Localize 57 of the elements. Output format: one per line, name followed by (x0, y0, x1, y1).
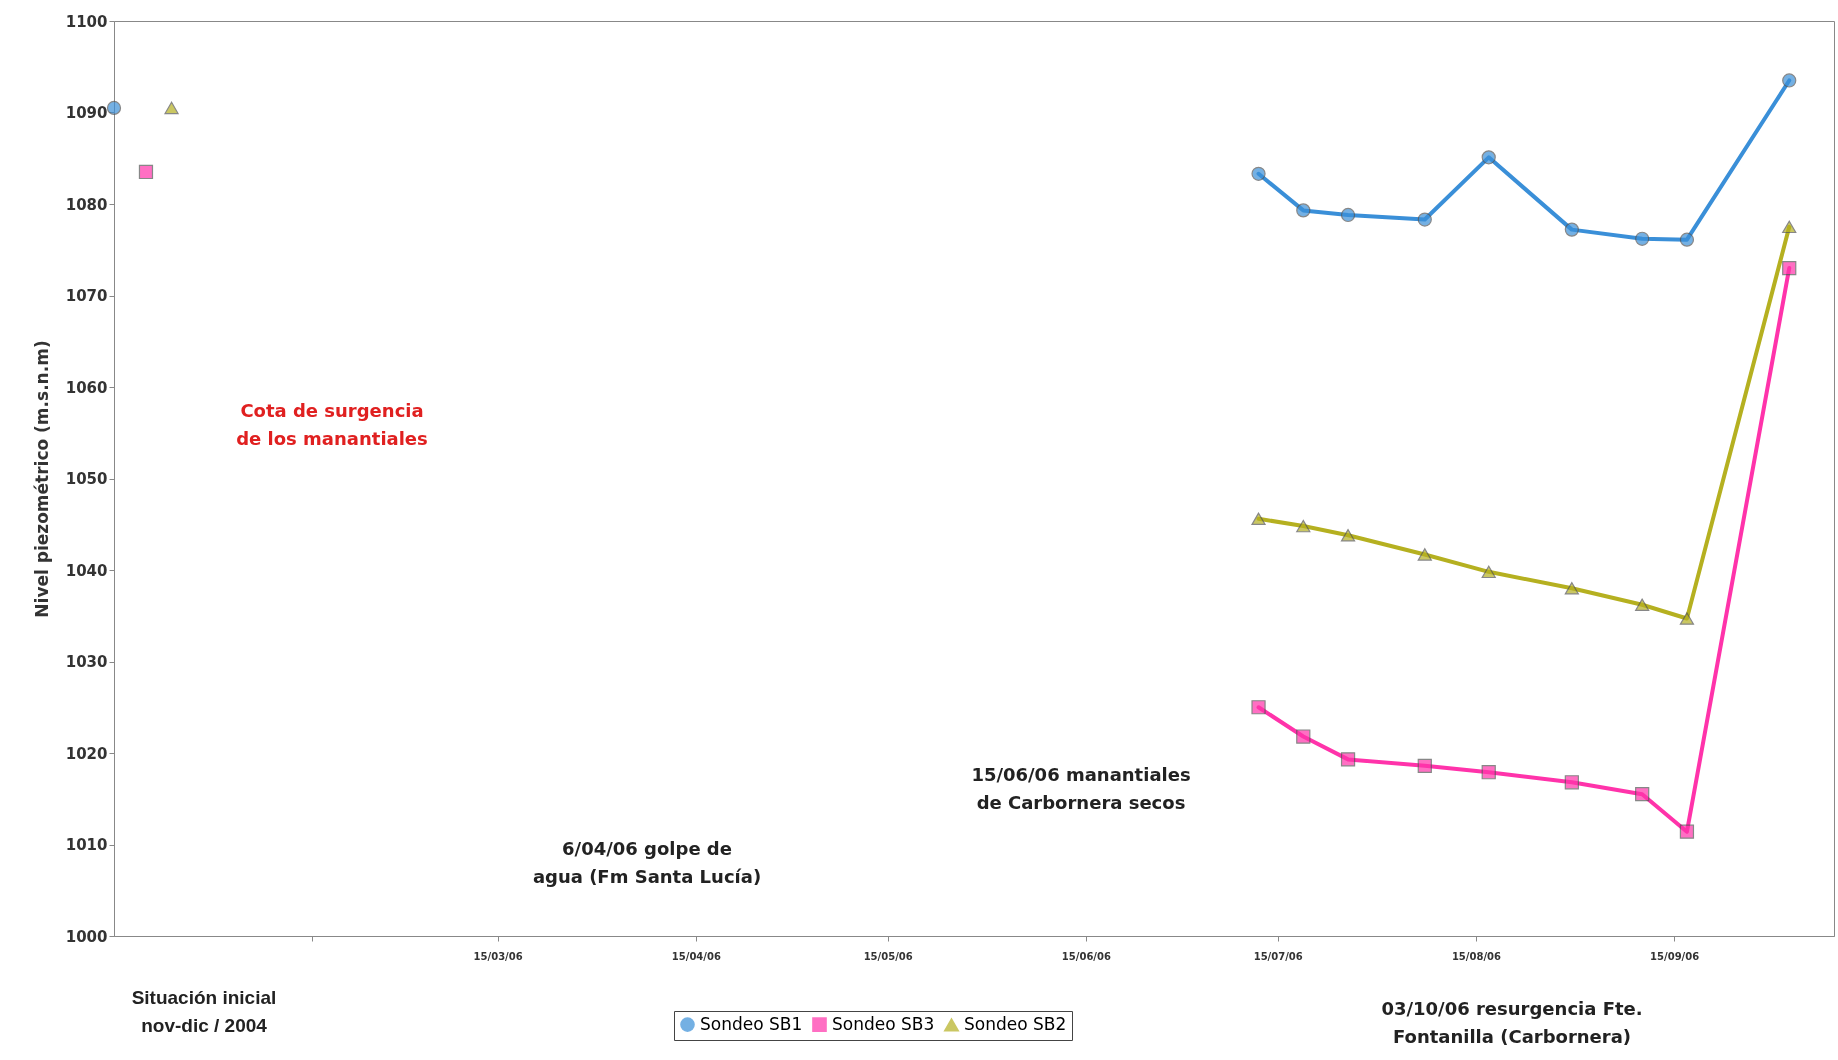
annotation: Cota de surgencia de los manantiales (236, 400, 428, 449)
point (1481, 765, 1496, 780)
y-tick-label: 1070 (65, 287, 108, 305)
point (1340, 752, 1356, 767)
point (1679, 824, 1695, 839)
x-tick-label: 15/09/06 (1650, 950, 1700, 962)
point (1481, 565, 1496, 579)
point (1417, 212, 1432, 227)
annotation: 15/06/06 manantiales de Carbornera secos (971, 764, 1191, 813)
y-tick-label: 1010 (65, 836, 108, 854)
point (1782, 73, 1797, 88)
point (1679, 232, 1695, 247)
point (1296, 203, 1311, 218)
text: 03/10/06 resurgencia Fte. Fontanilla (Carbornera) (1381, 998, 1643, 1047)
point (1340, 207, 1356, 223)
x-tick-label: 15/06/06 (1061, 950, 1111, 962)
point (1635, 787, 1650, 802)
point (1564, 775, 1579, 790)
x-tick-label: 15/08/06 (1451, 950, 1501, 962)
point (1296, 729, 1311, 744)
legend-label: Sondeo SB2 (964, 1014, 1067, 1035)
x-tick-label: 15/05/06 (863, 950, 913, 962)
legend-label: Sondeo SB3 (832, 1013, 935, 1034)
point (164, 101, 179, 115)
x-tick-label: 15/04/06 (671, 950, 721, 962)
point (1782, 220, 1797, 234)
point (1417, 758, 1432, 773)
point (138, 164, 154, 180)
point (1635, 231, 1650, 246)
y-tick-label: 1020 (65, 744, 108, 763)
point (1635, 598, 1650, 612)
point (1564, 222, 1579, 237)
point (1782, 260, 1797, 276)
point (1296, 519, 1311, 533)
y-tick-label: 1100 (65, 12, 108, 31)
point (1679, 612, 1695, 625)
y-tick-label: 1080 (65, 195, 108, 214)
point (106, 100, 122, 116)
text: Situación inicial nov-dic / 2004 (131, 987, 277, 1036)
x-tick-label: 15/07/06 (1253, 950, 1303, 962)
point (1251, 700, 1266, 715)
point (1564, 582, 1579, 595)
y-tick-label: 1000 (65, 927, 108, 946)
y-tick-label: 1060 (65, 378, 108, 397)
point (1251, 512, 1266, 526)
legend-label: Sondeo SB1 (700, 1013, 803, 1034)
annotation: 6/04/06 golpe de agua (Fm Santa Lucía) (532, 838, 762, 887)
point (1251, 166, 1266, 181)
y-tick-label: 1050 (65, 470, 108, 488)
x-tick-label: 15/03/06 (473, 950, 523, 962)
point (1417, 548, 1432, 561)
y-tick-label: 1090 (65, 104, 108, 122)
point (1481, 150, 1496, 165)
y-tick-label: 1030 (65, 653, 108, 671)
y-tick-label: 1040 (65, 561, 108, 580)
point (1340, 528, 1356, 542)
y-axis-title: Nivel piezométrico (m.s.n.m) (31, 340, 52, 618)
